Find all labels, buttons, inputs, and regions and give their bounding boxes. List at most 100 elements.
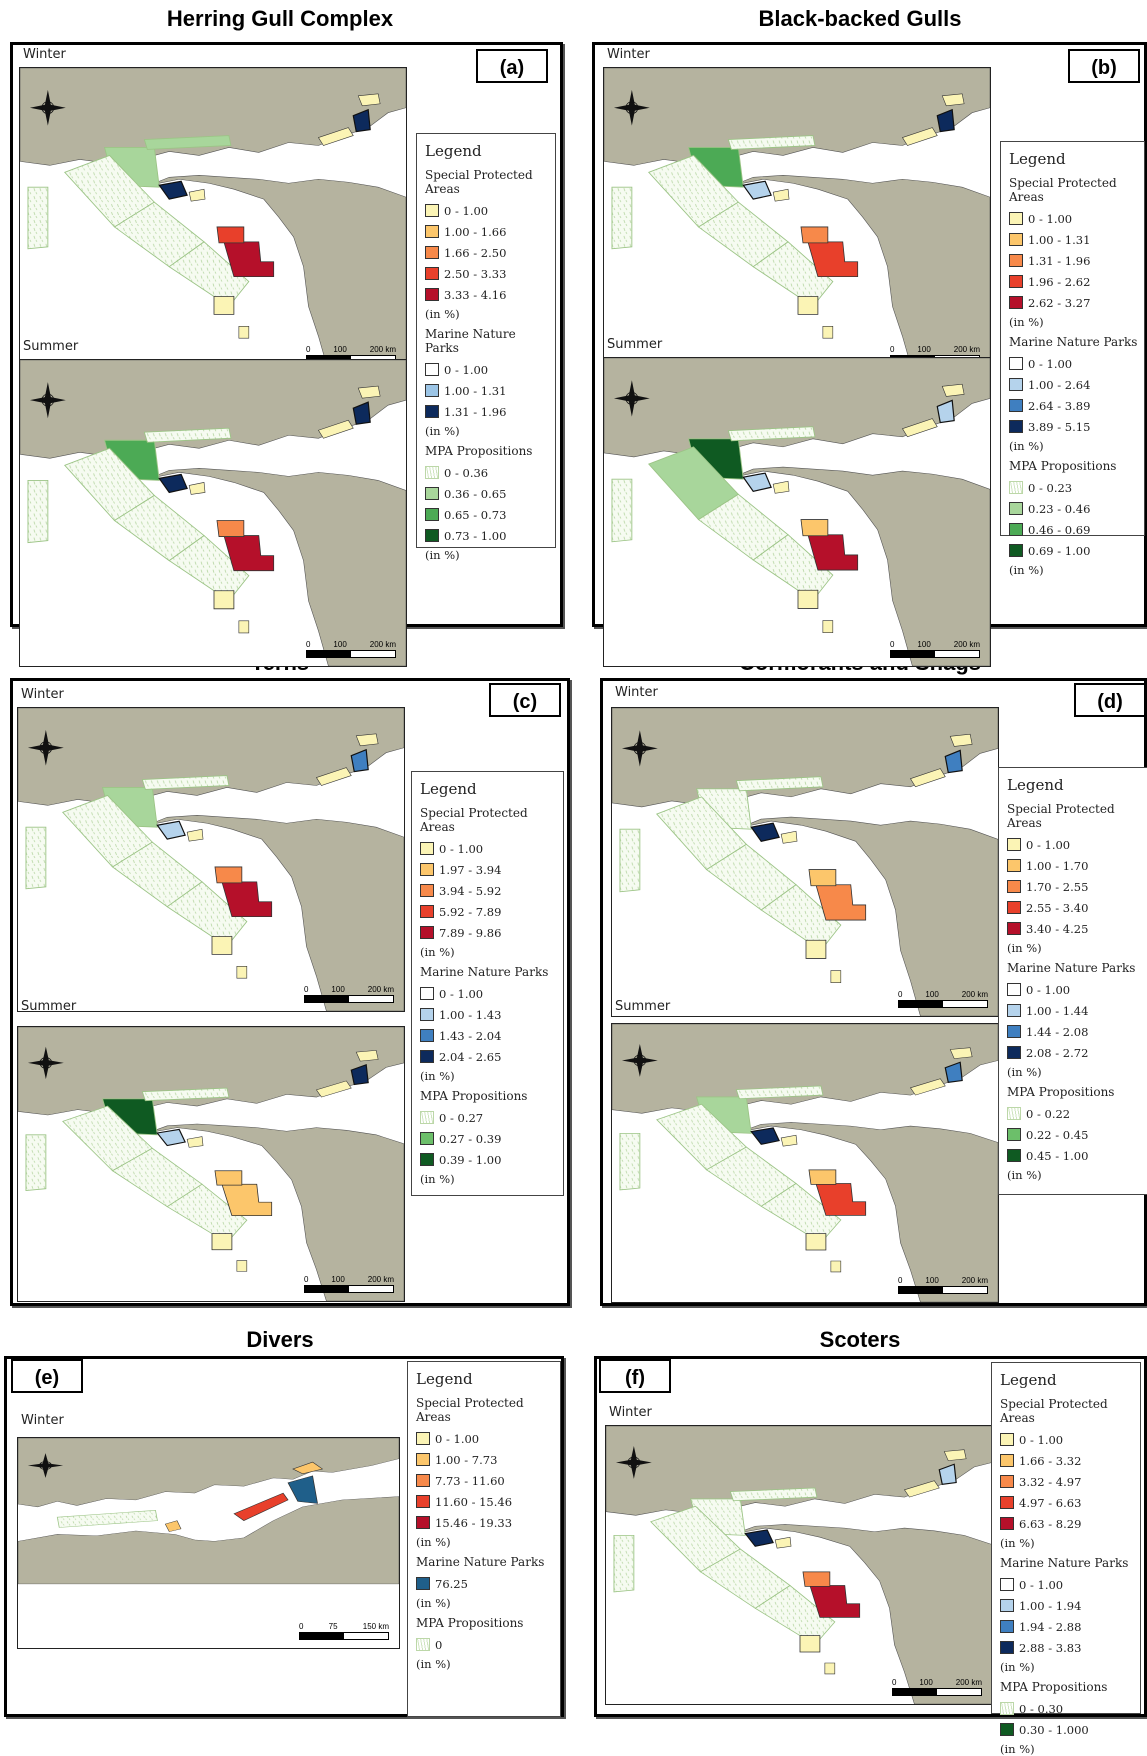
legend-item-label: 1.31 - 1.96 [444,404,507,419]
legend-item: 0 - 1.00 [418,983,557,1004]
mpa-proposition [727,135,816,150]
legend-item-label: 0 - 1.00 [1019,1577,1064,1592]
spa-area [943,1449,967,1461]
legend-item: 1.00 - 1.31 [1007,229,1138,250]
compass-ring [633,741,647,755]
compass-ring [41,101,55,115]
legend-swatch [1009,378,1023,391]
legend-item-label: 6.63 - 8.29 [1019,1516,1082,1531]
map-svg [20,360,406,666]
scale-bar: 0 100 200 km [304,985,394,1003]
map-winter: 0 75 150 km [17,1437,400,1649]
spa-area [357,385,381,399]
legend-item: 2.04 - 2.65 [418,1046,557,1067]
scale-bar-label: 200 km [369,345,396,354]
scale-bar-label: 0 [304,985,309,994]
legend-title: Legend [420,780,477,798]
legend-item-label: 1.70 - 2.55 [1026,879,1089,894]
legend-swatch [425,487,439,500]
legend-swatch [1009,233,1023,246]
legend-swatch [1007,1107,1021,1120]
spa-area [830,970,842,983]
england-coast [606,1426,992,1516]
france-coast [149,174,406,371]
spa-area [317,419,354,439]
legend-group-name: MPA Propositions [1009,459,1117,473]
map-svg [612,708,998,1016]
spa-area [941,93,965,107]
season-label: Winter [21,1413,64,1428]
legend-item: 1.66 - 2.50 [423,242,549,263]
legend-item: 0.22 - 0.45 [1005,1124,1143,1145]
compass-ring [39,1057,53,1069]
legend-unit: (in %) [1000,1536,1035,1550]
scale-bar: 0 100 200 km [306,640,396,658]
legend-item-label: 0 - 0.30 [1019,1701,1064,1716]
scale-bar-label: 200 km [961,1276,988,1285]
legend-item: 1.00 - 1.70 [1005,855,1143,876]
mpa-proposition [168,534,250,602]
marine-nature-park [156,820,186,840]
marine-nature-park [936,399,955,424]
legend-swatch [1000,1475,1014,1488]
legend-swatch [416,1432,430,1445]
spa-area [315,1080,352,1098]
spa-area [774,1536,792,1549]
scale-bar: 0 100 200 km [898,990,988,1008]
legend-item: 0 - 1.00 [998,1574,1134,1595]
spa-area [901,127,938,146]
legend-item: 1.31 - 1.96 [423,401,549,422]
scale-bar-label: 0 [892,1678,897,1687]
spa-area [809,1585,861,1618]
panel-d-letter: (d) [1074,683,1146,717]
scale-bar-labels: 0 75 150 km [299,1622,389,1631]
legend-item: 2.55 - 3.40 [1005,897,1143,918]
marine-nature-park [744,1529,774,1547]
legend-title: Legend [425,142,482,160]
mpa-proposition [611,186,633,250]
legend-item-label: 0.30 - 1.000 [1019,1722,1089,1737]
scale-bar-labels: 0 100 200 km [890,345,980,354]
scale-bar-label: 100 [333,640,347,649]
spa-area [772,480,790,494]
legend-item-label: 1.43 - 2.04 [439,1028,502,1043]
legend-title: Legend [416,1370,473,1388]
legend-item-label: 3.89 - 5.15 [1028,419,1091,434]
legend-unit: (in %) [416,1535,451,1549]
spa-area [236,1260,248,1272]
legend-item-label: 1.00 - 1.31 [444,383,507,398]
legend-swatch [1009,420,1023,433]
marine-nature-park [938,1463,957,1485]
legend-item-label: 1.44 - 2.08 [1026,1024,1089,1039]
spa-area [186,828,204,842]
spa-area [802,1571,831,1587]
legend-unit: (in %) [420,1069,455,1083]
legend-swatch [1000,1702,1014,1715]
season-label: Winter [615,685,658,700]
england-coast [18,708,404,806]
panel-b-letter: (b) [1068,49,1140,83]
england-coast [604,358,990,458]
season-label: Summer [607,337,663,352]
north-arrow-compass-icon [29,89,66,126]
legend-item-label: 15.46 - 19.33 [435,1515,513,1530]
mpa-proposition [25,1134,47,1191]
legend-item-label: 0 - 1.00 [1028,356,1073,371]
legend-swatch [420,842,434,855]
map-summer: 0 100 200 km [603,357,991,667]
north-arrow-compass-icon [613,380,650,417]
legend-swatch [420,1008,434,1021]
scale-bar-graphic [898,1000,988,1008]
spa-area [903,1480,940,1498]
legend-unit: (in %) [1000,1742,1035,1756]
legend-item: 7.89 - 9.86 [418,922,557,943]
france-coast [18,1496,399,1585]
legend-unit: (in %) [1007,1065,1042,1079]
compass-ring [39,741,53,755]
legend-item: 1.00 - 1.94 [998,1595,1134,1616]
legend-item-label: 0.65 - 0.73 [444,507,507,522]
compass-star [613,89,650,126]
legend-item: 0.45 - 1.00 [1005,1145,1143,1166]
map-winter: 0 100 200 km [17,707,405,1012]
legend-item-label: 0 - 1.00 [1028,211,1073,226]
